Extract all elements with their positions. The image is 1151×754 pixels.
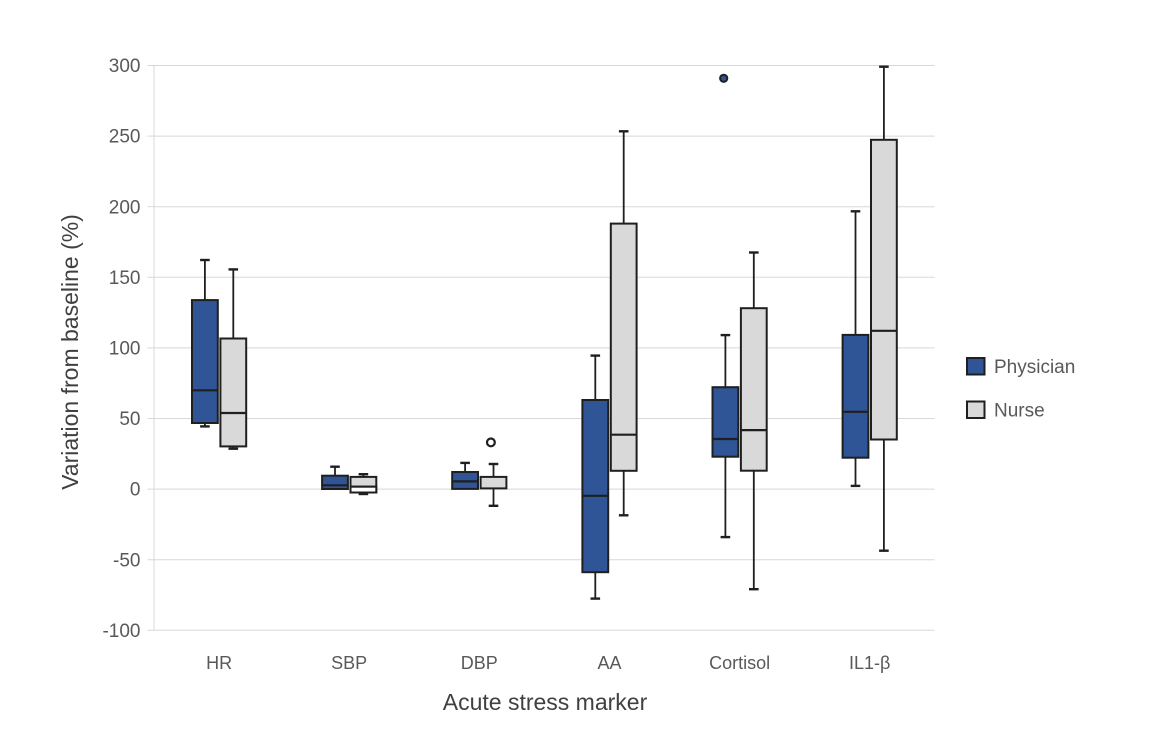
svg-text:0: 0 [130,480,141,501]
svg-text:50: 50 [119,409,140,430]
svg-text:IL1-β: IL1-β [849,653,890,673]
svg-text:HR: HR [206,653,232,673]
svg-text:Nurse: Nurse [994,401,1045,422]
svg-text:SBP: SBP [331,653,367,673]
svg-text:-50: -50 [113,550,140,571]
svg-text:300: 300 [109,56,141,77]
svg-text:DBP: DBP [461,653,498,673]
svg-text:100: 100 [109,339,141,360]
svg-text:250: 250 [109,127,141,148]
svg-text:AA: AA [597,653,621,673]
svg-text:Acute stress marker: Acute stress marker [443,689,648,715]
svg-text:-100: -100 [102,621,140,642]
svg-text:Cortisol: Cortisol [709,653,770,673]
svg-text:150: 150 [109,268,141,289]
svg-text:Variation from baseline (%): Variation from baseline (%) [57,214,83,490]
svg-text:200: 200 [109,197,141,218]
svg-text:Physician: Physician [994,357,1075,378]
